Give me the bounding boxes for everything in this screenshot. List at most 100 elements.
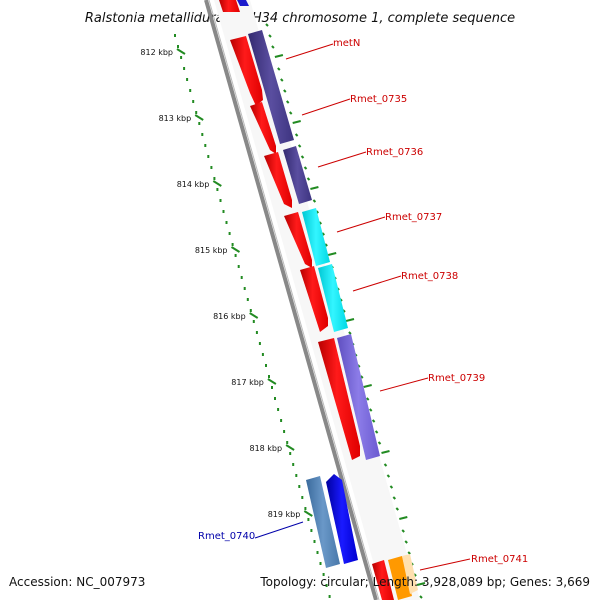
scale-major-tick <box>249 312 259 319</box>
scale-label: 815 kbp <box>195 246 228 255</box>
outer-minor-tick <box>404 540 408 544</box>
scale-dot <box>228 232 231 235</box>
scale-major-tick <box>194 114 204 121</box>
scale-dot <box>280 419 283 422</box>
scale-label: 812 kbp <box>140 48 173 57</box>
label-metN[interactable]: metN <box>333 38 360 49</box>
scale-dot <box>295 474 298 477</box>
label-Rmet_0738[interactable]: Rmet_0738 <box>401 271 458 282</box>
outer-minor-tick <box>294 133 299 137</box>
label-Rmet_0740[interactable]: Rmet_0740 <box>198 531 255 542</box>
outer-minor-tick <box>280 78 284 82</box>
scale-dot <box>271 386 273 389</box>
scale-dot <box>210 166 213 169</box>
scale-dot <box>177 45 179 48</box>
outer-minor-tick <box>288 111 293 115</box>
outer-major-tick <box>416 582 426 586</box>
cog-bar-Rmet_0740[interactable] <box>306 476 340 568</box>
scale-dot <box>213 177 216 180</box>
gene-arrow-Rmet_0739[interactable] <box>318 338 360 460</box>
outer-minor-tick <box>265 23 269 27</box>
cog-bar-Rmet_0739[interactable] <box>337 334 380 460</box>
scale-dot <box>234 254 237 257</box>
outer-minor-tick <box>401 529 405 533</box>
scale-dot <box>195 111 198 114</box>
scale-dot <box>204 144 207 147</box>
scale-dot <box>298 485 301 488</box>
gene-arrow-Rmet_0741[interactable] <box>372 560 394 600</box>
gene-arrow-partial-top-blue[interactable] <box>237 0 249 6</box>
outer-minor-tick <box>389 485 394 489</box>
scale-major-tick <box>303 510 313 517</box>
outer-major-tick <box>399 516 408 520</box>
leader-Rmet_0736 <box>317 151 367 168</box>
outer-minor-tick <box>419 595 423 599</box>
scale-dot <box>180 56 183 59</box>
scale-dot <box>252 320 255 323</box>
leader-Rmet_0741 <box>419 558 471 571</box>
scale-dot <box>207 155 210 158</box>
outer-major-tick <box>310 186 319 190</box>
outer-minor-tick <box>395 507 400 511</box>
gene-arrow-Rmet_0737[interactable] <box>284 212 312 268</box>
scale-label: 813 kbp <box>159 114 192 123</box>
scale-label: 819 kbp <box>268 510 301 519</box>
gene-arrow-Rmet_0740[interactable] <box>326 474 358 564</box>
scale-dot <box>189 89 192 92</box>
scale-dot <box>240 276 243 279</box>
label-Rmet_0735[interactable]: Rmet_0735 <box>350 94 407 105</box>
label-Rmet_0739[interactable]: Rmet_0739 <box>428 373 485 384</box>
outer-major-tick <box>327 252 337 256</box>
scale-dot <box>313 540 316 543</box>
gene-arrow-metN[interactable] <box>230 36 263 106</box>
outer-major-tick <box>381 450 390 454</box>
cog-bar-metN[interactable] <box>248 30 294 144</box>
scale-major-tick <box>212 180 222 187</box>
outer-minor-tick <box>371 419 376 423</box>
map-title: Ralstonia metallidurans CH34 chromosome … <box>85 11 515 26</box>
outer-minor-tick <box>277 67 281 71</box>
scale-dot <box>237 265 240 268</box>
scale-dot <box>286 441 289 444</box>
scale-dot <box>243 287 246 290</box>
outer-minor-tick <box>368 408 373 412</box>
gene-arrow-Rmet_0736[interactable] <box>264 152 292 208</box>
scale-dot <box>216 188 219 191</box>
outer-minor-tick <box>300 155 305 159</box>
summary-text: Topology: circular; Length: 3,928,089 bp… <box>259 575 590 589</box>
outer-minor-tick <box>268 34 272 38</box>
cog-bar-Rmet_0736[interactable] <box>283 146 312 204</box>
outer-minor-tick <box>348 331 352 335</box>
scale-dot <box>249 309 252 312</box>
scale-dot <box>198 122 201 125</box>
scale-dot <box>274 397 276 400</box>
outer-major-tick <box>292 120 301 124</box>
label-Rmet_0737[interactable]: Rmet_0737 <box>385 212 442 223</box>
outer-minor-tick <box>407 551 411 555</box>
scale-major-tick <box>285 444 295 451</box>
scale-dot <box>301 496 304 499</box>
cog-bar-Rmet_0737[interactable] <box>302 208 330 266</box>
label-Rmet_0736[interactable]: Rmet_0736 <box>366 147 423 158</box>
outer-minor-tick <box>285 100 290 104</box>
scale-dot <box>307 518 310 521</box>
scale-dot <box>265 364 267 367</box>
scale-dot <box>186 78 189 81</box>
backbone-line <box>204 0 378 600</box>
cog-bar-Rmet_0741[interactable] <box>388 556 412 600</box>
gene-arrow-Rmet_0738[interactable] <box>300 266 328 332</box>
scale-dot <box>174 34 176 37</box>
scale-dot <box>261 353 264 356</box>
outer-minor-tick <box>303 166 308 170</box>
scale-dot <box>328 595 331 598</box>
scale-label: 818 kbp <box>249 444 282 453</box>
scale-label: 814 kbp <box>177 180 210 189</box>
gene-arrow-partial-top[interactable] <box>219 0 240 12</box>
scale-label: 816 kbp <box>213 312 246 321</box>
scale-major-tick <box>267 378 277 385</box>
cog-bar-Rmet_0738[interactable] <box>318 264 348 332</box>
leader-Rmet_0739 <box>379 377 429 392</box>
gene-arrow-Rmet_0735[interactable] <box>250 102 276 154</box>
label-Rmet_0741[interactable]: Rmet_0741 <box>471 554 528 565</box>
